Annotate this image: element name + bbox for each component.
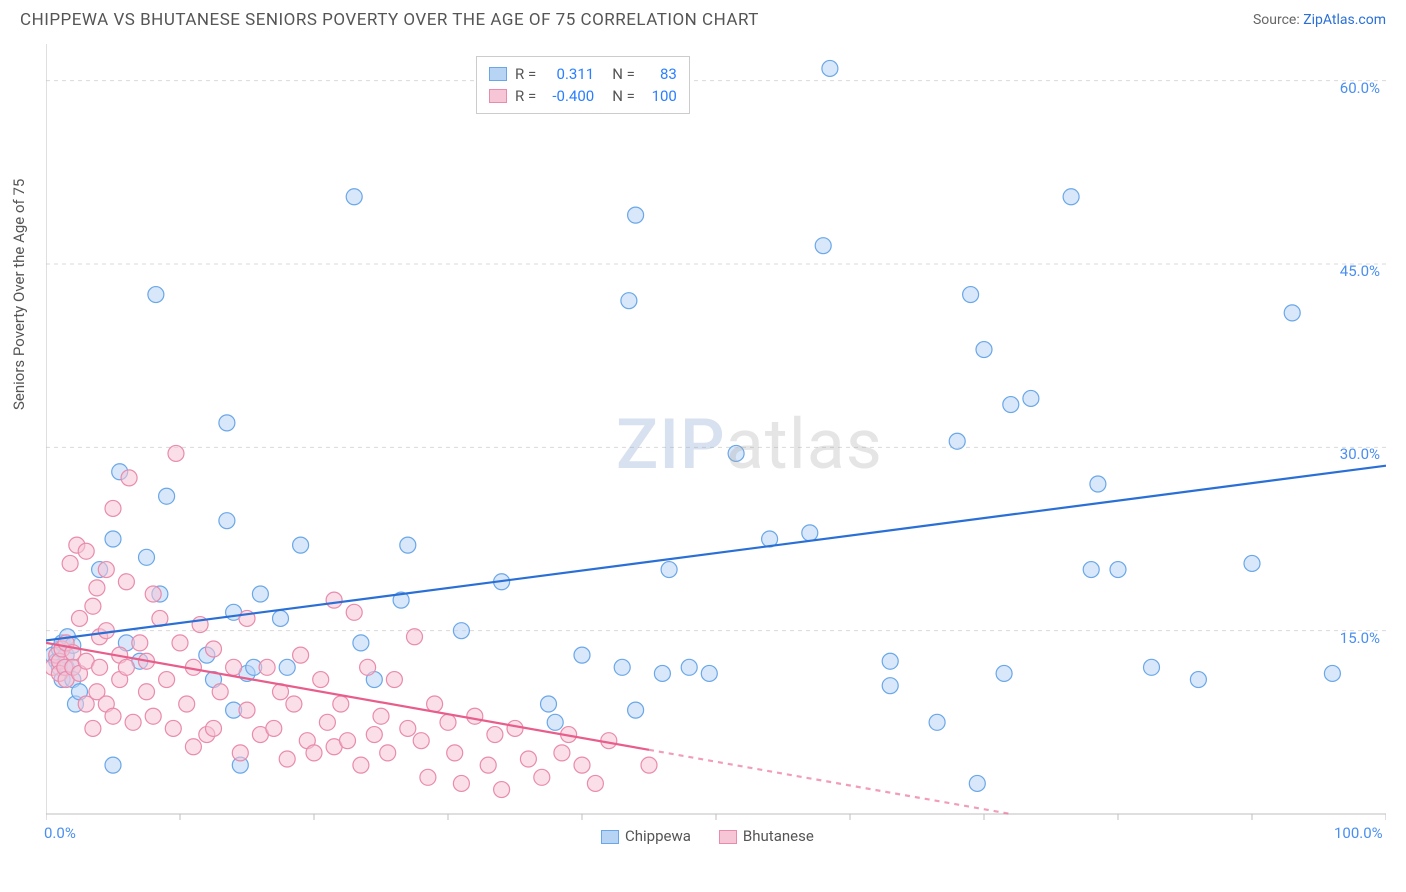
legend-swatch bbox=[719, 830, 737, 844]
legend-n-value: 100 bbox=[643, 87, 677, 105]
x-tick-label: 100.0% bbox=[1334, 824, 1383, 842]
source-link[interactable]: ZipAtlas.com bbox=[1303, 12, 1386, 28]
legend-r-value: 0.311 bbox=[544, 65, 594, 83]
legend-item: Chippewa bbox=[601, 827, 691, 845]
legend-n-value: 83 bbox=[643, 65, 677, 83]
source-prefix: Source: bbox=[1253, 12, 1303, 28]
legend-swatch bbox=[601, 830, 619, 844]
y-tick-label: 45.0% bbox=[1340, 262, 1380, 280]
scatter-plot-svg bbox=[46, 44, 1386, 844]
chart-area: ZIPatlas R =0.311N =83R =-0.400N =100 Ch… bbox=[46, 44, 1386, 844]
x-tick-label: 0.0% bbox=[44, 824, 76, 842]
legend-r-label: R = bbox=[515, 65, 536, 83]
legend-swatch bbox=[489, 67, 507, 81]
legend-n-label: N = bbox=[612, 87, 635, 105]
legend-row: R = 0.311 N = 83 bbox=[489, 63, 677, 85]
source-label: Source: ZipAtlas.com bbox=[1253, 12, 1386, 28]
correlation-legend: R = 0.311 N = 83 R = -0.400 N = 100 bbox=[476, 56, 690, 114]
series-legend: Chippewa Bhutanese bbox=[601, 827, 814, 845]
y-tick-label: 30.0% bbox=[1340, 445, 1380, 463]
legend-swatch bbox=[489, 89, 507, 103]
chart-title: CHIPPEWA VS BHUTANESE SENIORS POVERTY OV… bbox=[20, 10, 759, 30]
y-axis-label: Seniors Poverty Over the Age of 75 bbox=[10, 179, 28, 410]
legend-row: R = -0.400 N = 100 bbox=[489, 85, 677, 107]
legend-r-label: R = bbox=[515, 87, 536, 105]
y-tick-label: 60.0% bbox=[1340, 79, 1380, 97]
legend-item: Bhutanese bbox=[719, 827, 814, 845]
y-tick-label: 15.0% bbox=[1340, 629, 1380, 647]
legend-n-label: N = bbox=[612, 65, 635, 83]
legend-r-value: -0.400 bbox=[544, 87, 594, 105]
